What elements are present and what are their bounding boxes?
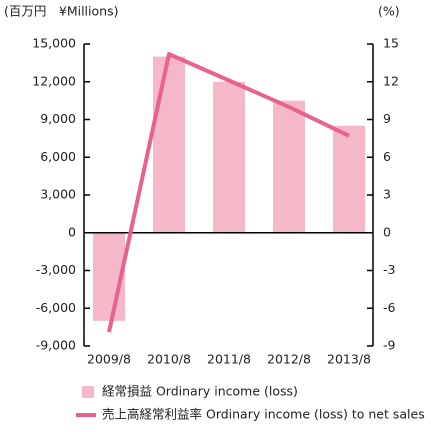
bar [333,125,365,233]
legend-label: 売上高経常利益率 Ordinary income (loss) to net s… [102,407,425,422]
x-tick-label: 2010/8 [147,352,191,367]
y2-tick-label: -6 [383,300,396,315]
y2-axis-label: (%) [378,4,400,19]
x-tick-label: 2012/8 [267,352,311,367]
legend-label: 経常損益 Ordinary income (loss) [102,384,298,399]
y-tick-label: 6,000 [40,149,76,164]
y-axis-label: (百万円 ¥Millions) [4,4,118,19]
y2-tick-label: 15 [383,36,399,51]
line [107,52,350,333]
bar [273,100,305,233]
y-tick-label: 9,000 [40,111,76,126]
y2-tick-label: -9 [383,338,396,353]
x-tick-label: 2011/8 [207,352,251,367]
bar [213,81,245,233]
y-tick-label: 0 [68,224,76,239]
y2-tick-label: 0 [383,224,391,239]
x-tick-label: 2013/8 [327,352,371,367]
y-tick-label: 15,000 [32,36,76,51]
y-tick-label: -3,000 [36,262,76,277]
bar [153,56,185,233]
y2-tick-label: 9 [383,111,391,126]
y-tick-label: -6,000 [36,300,76,315]
y2-tick-label: 3 [383,187,391,202]
y2-tick-label: 12 [383,73,399,88]
y2-tick-label: 6 [383,149,391,164]
legend-swatch [82,386,94,398]
y-tick-label: 3,000 [40,187,76,202]
y-tick-label: -9,000 [36,338,76,353]
x-tick-label: 2009/8 [87,352,131,367]
y2-tick-label: -3 [383,262,395,277]
y-tick-label: 12,000 [32,73,76,88]
